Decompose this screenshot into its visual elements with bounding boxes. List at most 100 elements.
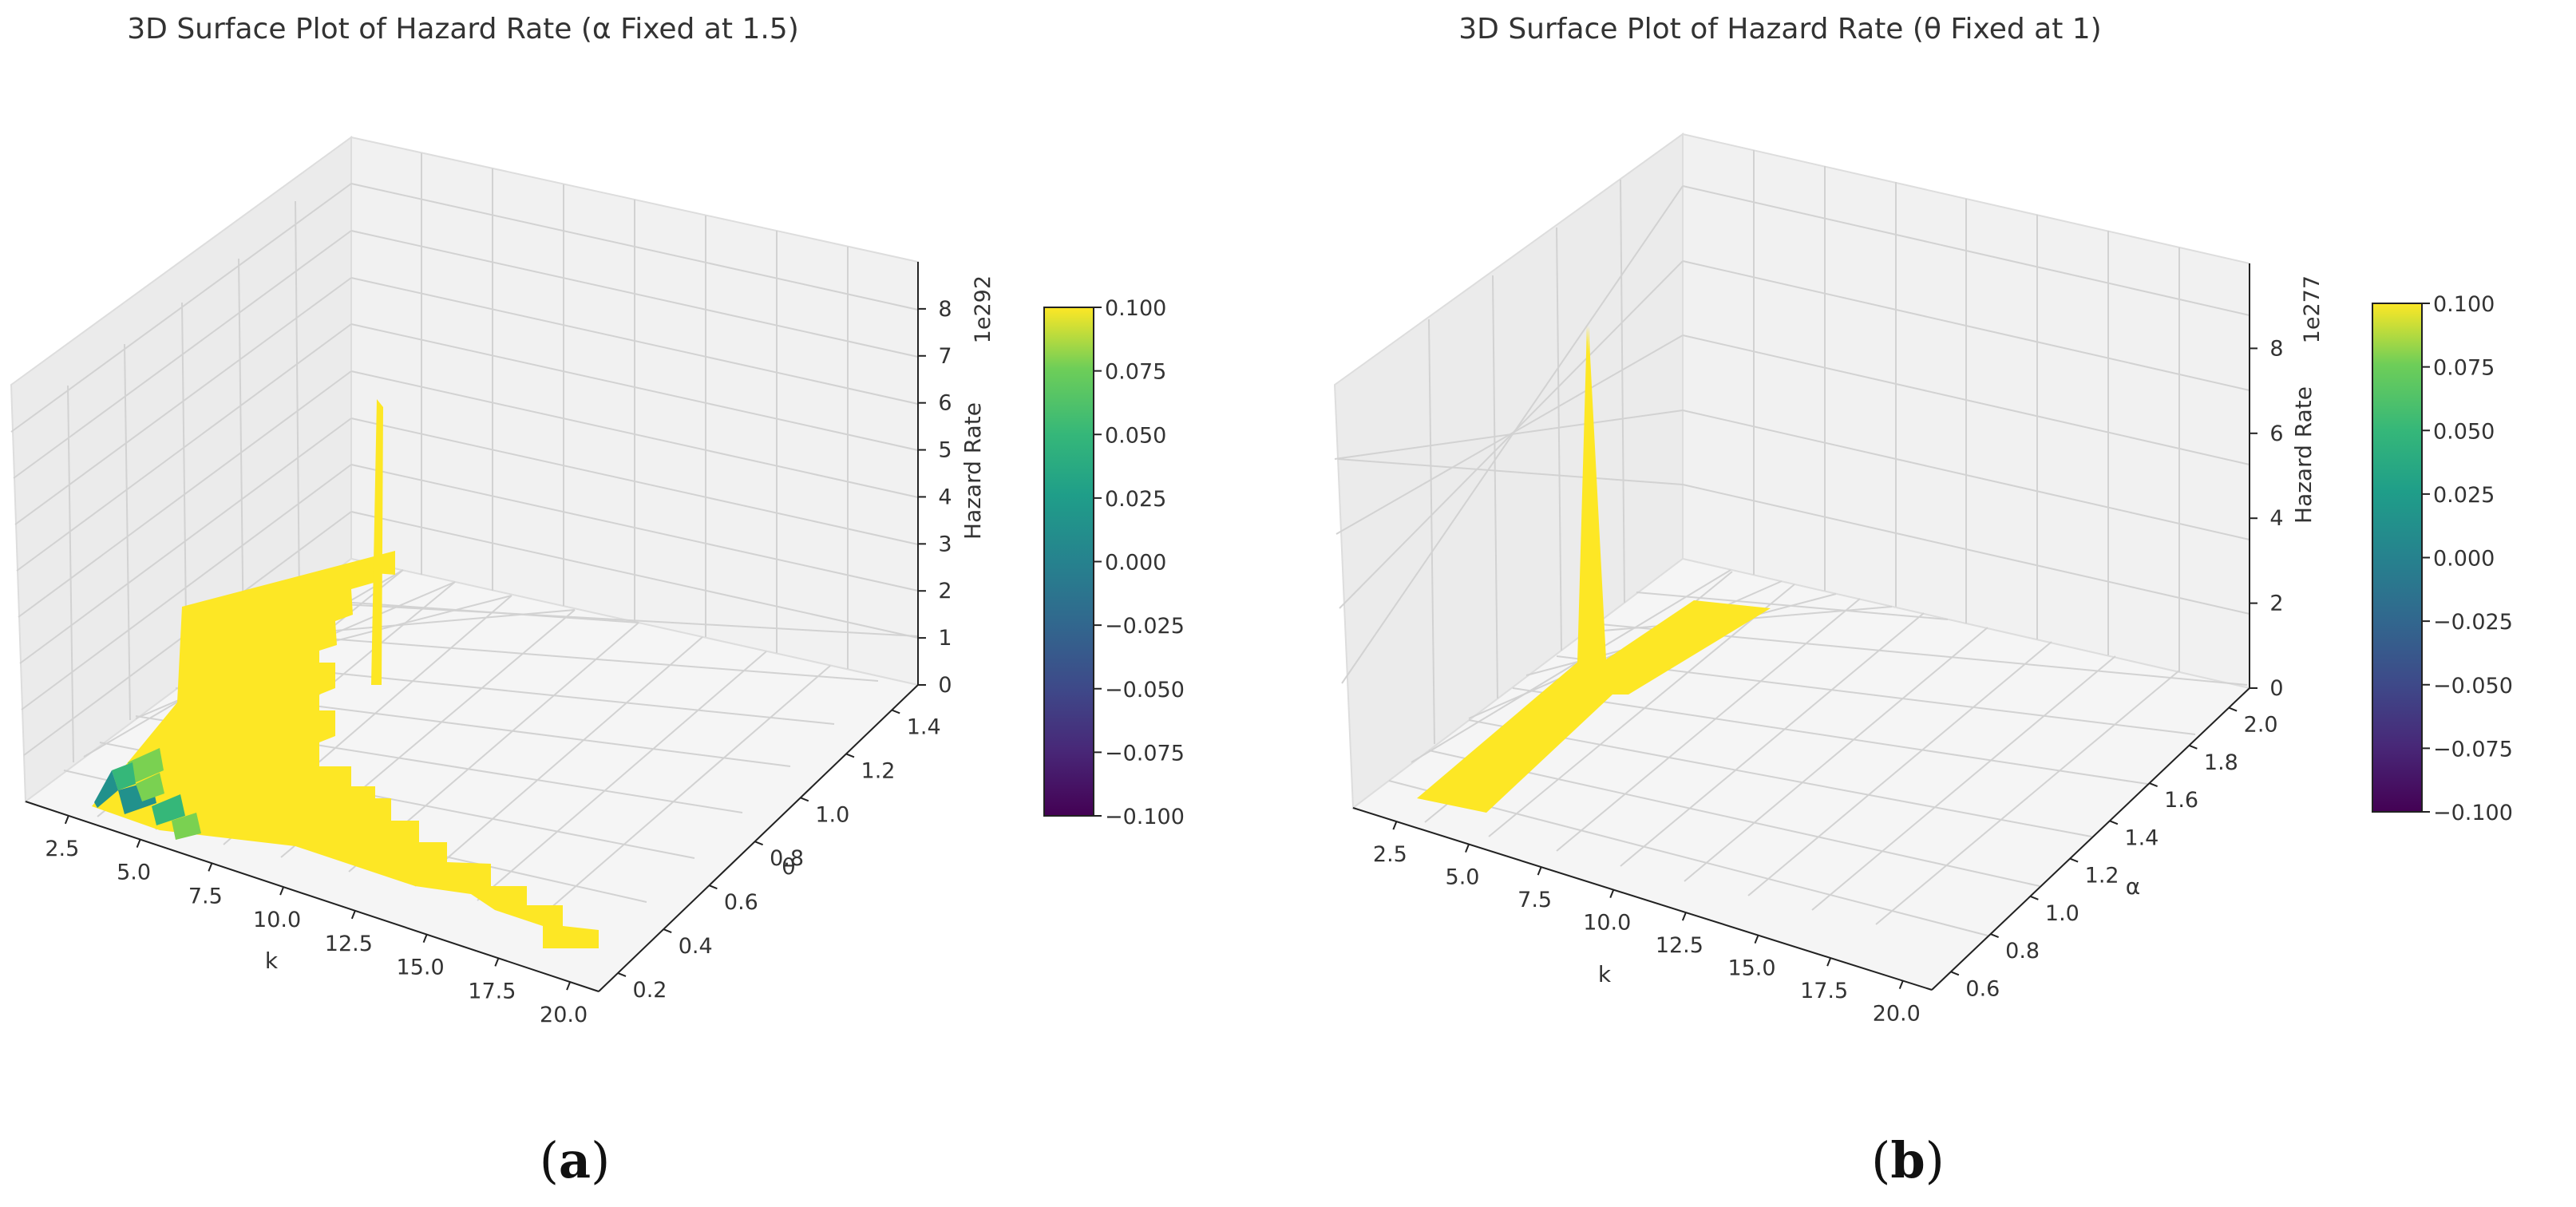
- surface-cell-a-5: [136, 773, 164, 801]
- surface-cell-a-6: [152, 794, 185, 825]
- x-tick-label: 15.0: [397, 956, 445, 980]
- colorbar-tick-label: −0.075: [2433, 737, 2513, 762]
- z-axis-label-b: Hazard Rate: [2290, 386, 2317, 524]
- y-tick-label: 1.0: [815, 802, 849, 827]
- colorbar-tick-label: 0.000: [2433, 547, 2495, 572]
- colorbar-a: [1043, 307, 1094, 817]
- x-tick-mark: [1465, 844, 1470, 853]
- z-tick-label: 7: [938, 344, 952, 369]
- z-tick-label: 6: [938, 391, 952, 416]
- z-axis-label-a: Hazard Rate: [960, 402, 986, 540]
- x-axis-label-a: k: [265, 948, 279, 974]
- y-axis-line-a: [598, 684, 919, 992]
- z-tick-label: 5: [938, 438, 952, 463]
- y-tick-mark: [2030, 895, 2039, 900]
- y-ticks-a: 0.2 0.4 0.6 0.8 1.0 1.2 1.4: [617, 709, 941, 1003]
- colorbar-tick-label: 0.075: [1105, 360, 1166, 385]
- z-offset-label-b: 1e277: [2300, 275, 2325, 343]
- z-tick-label: 4: [938, 485, 952, 509]
- x-tick-label: 15.0: [1727, 956, 1775, 981]
- y-tick-mark: [1950, 971, 1960, 976]
- x-tick-mark: [136, 839, 141, 848]
- colorbar-tick-label: 0.050: [1105, 423, 1166, 448]
- z-tick-label: 2: [2269, 592, 2283, 616]
- colorbar-b: [2372, 303, 2423, 813]
- chart-title-a: 3D Surface Plot of Hazard Rate (α Fixed …: [127, 13, 799, 46]
- x-tick-mark: [350, 910, 356, 920]
- y-tick-label: 0.6: [1965, 976, 2000, 1001]
- y-tick-label: 1.4: [2124, 825, 2159, 850]
- y-tick-mark: [2228, 706, 2238, 712]
- y-tick-mark: [800, 797, 809, 802]
- x-tick-mark: [422, 934, 428, 943]
- surface-a: [92, 399, 599, 948]
- x-tick-label: 7.5: [1518, 888, 1552, 912]
- colorbar-tick-label: 0.000: [1105, 551, 1166, 576]
- surface-cell-a-3: [94, 770, 118, 808]
- x-axis-line-a: [25, 801, 599, 992]
- y-axis-label-b: α: [2126, 873, 2140, 900]
- x-tick-label: 5.0: [1446, 865, 1480, 890]
- z-tick-label: 3: [938, 532, 952, 556]
- x-tick-label: 10.0: [1583, 911, 1631, 936]
- y-tick-label: 1.6: [2164, 788, 2198, 813]
- colorbar-tick-label: −0.100: [2433, 801, 2513, 825]
- x-tick-label: 17.5: [468, 979, 516, 1003]
- surface-main-a: [92, 551, 599, 948]
- colorbar-tick-label: −0.075: [1105, 741, 1185, 766]
- x-tick-label: 12.5: [1656, 933, 1703, 958]
- colorbar-ticks-b: 0.100 0.075 0.050 0.025 0.000 −0.025 −0.050 −0.…: [2422, 292, 2513, 825]
- y-tick-mark: [2109, 820, 2119, 825]
- y-axis-line-b: [1931, 687, 2250, 991]
- x-tick-mark: [1537, 866, 1542, 876]
- colorbar-ticks-a: 0.100 0.075 0.050 0.025 0.000 −0.025 −0.050 −0.…: [1094, 296, 1185, 829]
- surface-cell-a-1: [128, 748, 164, 784]
- surface-spike-a: [371, 399, 383, 685]
- gridlines-a: [10, 153, 919, 916]
- z-tick-label: 0: [2269, 676, 2283, 701]
- y-tick-mark: [663, 928, 672, 933]
- x-tick-mark: [1754, 935, 1759, 944]
- y-tick-mark: [709, 884, 718, 890]
- colorbar-tick-label: 0.075: [2433, 356, 2495, 381]
- x-tick-mark: [566, 981, 572, 991]
- y-tick-label: 0.4: [679, 934, 713, 959]
- panel-b: 3D Surface Plot of Hazard Rate (θ Fixed …: [1333, 13, 2513, 1189]
- y-tick-label: 0.2: [633, 978, 667, 1003]
- y-ticks-b: 0.60.81.01.21.41.61.82.0: [1950, 706, 2278, 1001]
- colorbar-tick-label: 0.025: [2433, 483, 2495, 508]
- y-tick-label: 1.2: [2085, 864, 2119, 888]
- x-tick-mark: [279, 886, 285, 896]
- chart-title-b: 3D Surface Plot of Hazard Rate (θ Fixed …: [1458, 13, 2101, 46]
- y-tick-mark: [2069, 857, 2079, 863]
- x-axis-label-b: k: [1598, 961, 1612, 987]
- x-tick-label: 2.5: [1373, 842, 1407, 867]
- y-axis-label-a: θ: [782, 853, 795, 880]
- panel-a: 3D Surface Plot of Hazard Rate (α Fixed …: [10, 13, 1185, 1189]
- colorbar-tick-label: −0.050: [2433, 674, 2513, 698]
- x-tick-label: 12.5: [325, 932, 373, 956]
- colorbar-tick-label: −0.025: [1105, 614, 1185, 639]
- z-tick-label: 8: [2269, 336, 2283, 361]
- y-tick-label: 1.4: [907, 714, 941, 739]
- colorbar-tick-label: 0.025: [1105, 487, 1166, 512]
- y-tick-mark: [845, 753, 855, 758]
- y-tick-mark: [1990, 933, 2000, 938]
- surface-b: [1417, 326, 1771, 813]
- x-tick-mark: [1898, 980, 1904, 989]
- colorbar-tick-label: −0.050: [1105, 678, 1185, 702]
- colorbar-tick-label: −0.025: [2433, 610, 2513, 635]
- surface-cell-a-7: [172, 813, 201, 840]
- caption-b: (b): [1871, 1131, 1945, 1189]
- y-tick-label: 1.2: [861, 758, 896, 783]
- y-tick-mark: [2149, 782, 2159, 787]
- y-tick-mark: [754, 841, 763, 846]
- y-tick-mark: [617, 972, 627, 977]
- surface-spike-b: [1577, 326, 1603, 663]
- z-tick-label: 6: [2269, 421, 2283, 446]
- x-tick-mark: [494, 957, 500, 967]
- x-ticks-a: 2.5 5.0 7.5 10.0 12.5 15.0 17.5 20.0: [45, 815, 588, 1027]
- z-tick-label: 8: [938, 297, 952, 322]
- y-tick-label: 0.6: [724, 890, 758, 915]
